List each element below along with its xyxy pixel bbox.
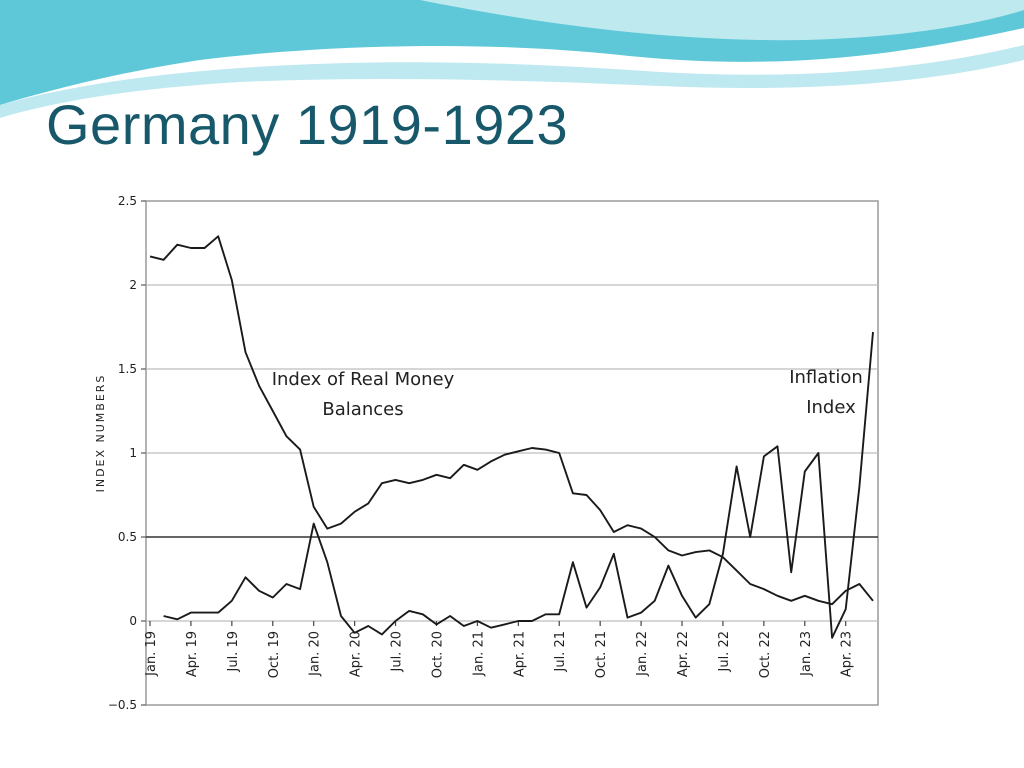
line-chart: −0.5 0 0.5 1 1.5 2 2.5 INDEX NUMBERS Jan. 19 Apr.… (94, 194, 879, 712)
x-tick-label: Jan. 22 (635, 631, 650, 677)
x-tick-label: Apr. 20 (349, 631, 364, 677)
x-tick-label: Oct. 21 (594, 631, 609, 678)
annotation-real-money-line1: Index of Real Money (272, 369, 455, 390)
x-tick-label: Oct. 20 (430, 631, 445, 678)
y-tick-label: 1 (129, 446, 137, 460)
x-tick-label: Apr. 23 (840, 631, 855, 677)
x-tick-label: Oct. 22 (758, 631, 773, 678)
y-tick-label: 0 (129, 614, 137, 628)
y-tick-label: 2 (129, 278, 137, 292)
x-tick-label: Jul. 21 (553, 631, 568, 673)
x-tick-label: Jul. 22 (717, 631, 732, 673)
y-tick-label: 0.5 (118, 530, 137, 544)
series-line-real-money-balances (149, 235, 874, 606)
x-tick-label: Oct. 19 (267, 631, 282, 678)
x-tick-label: Apr. 19 (185, 631, 200, 677)
header-wave (0, 0, 1024, 118)
chart-container: −0.5 0 0.5 1 1.5 2 2.5 INDEX NUMBERS Jan. 19 Apr.… (88, 183, 888, 723)
y-tick-label: 2.5 (118, 194, 137, 208)
x-tick-label: Jan. 23 (799, 631, 814, 677)
x-tick-label: Apr. 22 (676, 631, 691, 677)
x-tick-label: Jul. 19 (226, 631, 241, 673)
x-tick-label: Apr. 21 (512, 631, 527, 677)
annotation-inflation-line2: Index (806, 397, 856, 418)
annotation-inflation-line1: Inflation (789, 367, 863, 388)
y-tick-label: 1.5 (118, 362, 137, 376)
x-tick-label: Jan. 21 (471, 631, 486, 677)
x-tick-label: Jan. 19 (144, 631, 159, 677)
wave-light (0, 45, 1024, 118)
wave-highlight (420, 0, 1024, 41)
annotation-real-money-line2: Balances (322, 399, 403, 420)
slide-title: Germany 1919-1923 (46, 93, 569, 156)
y-tick-label: −0.5 (108, 698, 137, 712)
y-axis-label: INDEX NUMBERS (94, 374, 107, 493)
x-tick-label: Jul. 20 (390, 631, 405, 673)
x-tick-label: Jan. 20 (308, 631, 323, 677)
series-line-inflation-index (163, 331, 874, 639)
